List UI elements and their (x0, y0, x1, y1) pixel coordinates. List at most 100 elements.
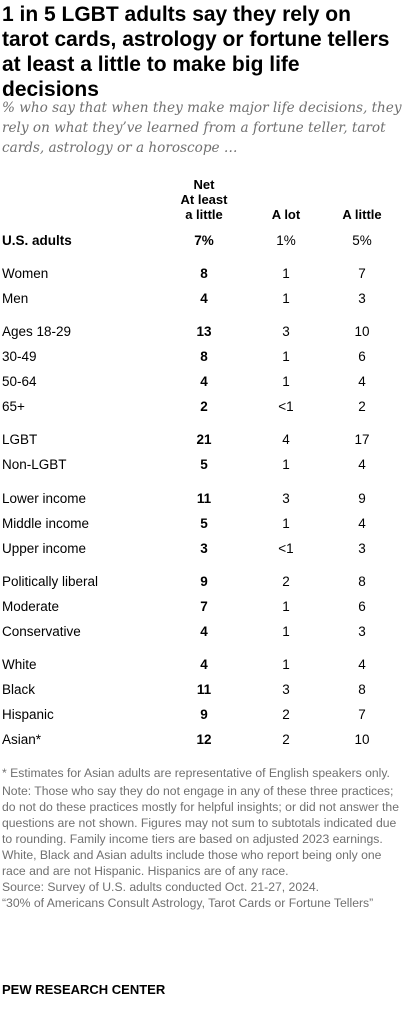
row-label: Men (2, 291, 29, 306)
value-net: 21 (196, 432, 212, 447)
value-a-little: 5% (352, 233, 372, 248)
row-label: LGBT (2, 432, 38, 447)
value-a-lot: 1 (282, 516, 290, 531)
row-label: Black (2, 682, 36, 697)
row-label: U.S. adults (2, 233, 72, 248)
value-a-lot: 2 (282, 707, 290, 722)
row-label: Politically liberal (2, 574, 99, 589)
value-net: 5 (200, 457, 208, 472)
value-a-little: 4 (358, 374, 366, 389)
value-a-little: 2 (358, 399, 366, 414)
row-label: Middle income (2, 516, 90, 531)
value-a-lot: 3 (282, 682, 290, 697)
value-a-little: 8 (358, 574, 366, 589)
value-net: 8 (200, 349, 208, 364)
table-row: Middle income 5 1 4 (0, 513, 406, 535)
value-net: 7% (194, 233, 214, 248)
table-row: LGBT 21 4 17 (0, 429, 406, 451)
row-label: 65+ (2, 399, 25, 414)
value-a-little: 10 (354, 324, 370, 339)
value-a-little: 3 (358, 541, 366, 556)
value-a-little: 4 (358, 457, 366, 472)
value-net: 4 (200, 624, 208, 639)
value-a-little: 6 (358, 349, 366, 364)
value-net: 4 (200, 291, 208, 306)
value-net: 11 (196, 682, 212, 697)
value-net: 11 (196, 491, 212, 506)
col-head-line: Net (193, 177, 215, 192)
notes: * Estimates for Asian adults are represe… (2, 765, 404, 911)
asterisk-note: * Estimates for Asian adults are represe… (2, 766, 390, 780)
table-row: Moderate 7 1 6 (0, 596, 406, 618)
value-a-lot: 4 (282, 432, 290, 447)
value-a-little: 7 (358, 266, 366, 281)
value-net: 13 (196, 324, 212, 339)
table-row: Women 8 1 7 (0, 263, 406, 285)
value-a-lot: <1 (278, 541, 294, 556)
value-a-lot: 1% (276, 233, 296, 248)
col-head-line: a little (185, 207, 223, 222)
col-head-a-lot: A lot (256, 207, 316, 222)
value-net: 4 (200, 657, 208, 672)
row-label: Conservative (2, 624, 81, 639)
table-row: 50-64 4 1 4 (0, 371, 406, 393)
value-net: 5 (200, 516, 208, 531)
value-a-lot: 1 (282, 624, 290, 639)
table-row: Black 11 3 8 (0, 679, 406, 701)
row-label: Lower income (2, 491, 87, 506)
table-row: Lower income 11 3 9 (0, 488, 406, 510)
value-a-lot: 1 (282, 599, 290, 614)
value-a-lot: 1 (282, 349, 290, 364)
value-net: 2 (200, 399, 208, 414)
col-head-net: Net At least a little (164, 177, 244, 222)
value-a-little: 17 (354, 432, 370, 447)
row-label: Ages 18-29 (2, 324, 72, 339)
source-note: Source: Survey of U.S. adults conducted … (2, 880, 320, 894)
table-row: Asian* 12 2 10 (0, 729, 406, 751)
value-a-lot: 1 (282, 374, 290, 389)
value-a-lot: 1 (282, 457, 290, 472)
value-a-lot: 1 (282, 657, 290, 672)
row-label: Upper income (2, 541, 87, 556)
row-label: White (2, 657, 37, 672)
report-title: “30% of Americans Consult Astrology, Tar… (2, 896, 374, 910)
table-row: Politically liberal 9 2 8 (0, 571, 406, 593)
table-row: Upper income 3 <1 3 (0, 538, 406, 560)
table-row: White 4 1 4 (0, 654, 406, 676)
row-label: Hispanic (2, 707, 54, 722)
col-head-line: At least (180, 192, 228, 207)
value-a-little: 4 (358, 657, 366, 672)
row-label: Women (2, 266, 49, 281)
chart-subtitle: % who say that when they make major life… (2, 100, 402, 156)
row-label: 30-49 (2, 349, 37, 364)
pew-logo-text: PEW RESEARCH CENTER (2, 982, 166, 997)
col-head-line: A little (342, 207, 382, 222)
value-a-lot: 2 (282, 732, 290, 747)
value-net: 9 (200, 707, 208, 722)
value-net: 7 (200, 599, 208, 614)
table-row: Ages 18-29 13 3 10 (0, 321, 406, 343)
value-a-little: 10 (354, 732, 370, 747)
value-net: 9 (200, 574, 208, 589)
table-row: Hispanic 9 2 7 (0, 704, 406, 726)
value-a-lot: 3 (282, 491, 290, 506)
value-a-little: 3 (358, 624, 366, 639)
value-a-little: 3 (358, 291, 366, 306)
value-a-lot: 1 (282, 291, 290, 306)
value-net: 4 (200, 374, 208, 389)
value-net: 12 (196, 732, 212, 747)
table-row: Conservative 4 1 3 (0, 621, 406, 643)
table-row: 65+ 2 <1 2 (0, 396, 406, 418)
chart-title: 1 in 5 LGBT adults say they rely on taro… (2, 3, 390, 101)
row-label: Asian* (2, 732, 42, 747)
table-row: Non-LGBT 5 1 4 (0, 454, 406, 476)
value-a-little: 9 (358, 491, 366, 506)
value-a-lot: 3 (282, 324, 290, 339)
value-a-lot: <1 (278, 399, 294, 414)
value-a-lot: 2 (282, 574, 290, 589)
row-label: Non-LGBT (2, 457, 67, 472)
value-a-little: 8 (358, 682, 366, 697)
value-a-little: 7 (358, 707, 366, 722)
col-head-a-little: A little (332, 207, 392, 222)
value-a-little: 6 (358, 599, 366, 614)
